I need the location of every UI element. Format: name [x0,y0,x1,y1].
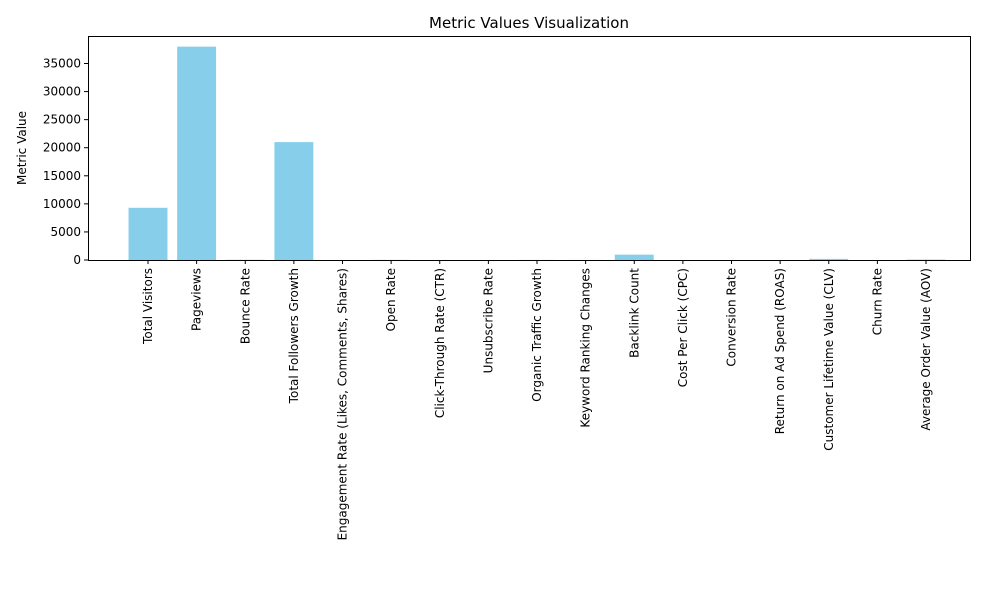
y-tick-label: 20000 [43,141,81,155]
x-tick-label: Customer Lifetime Value (CLV) [822,268,836,451]
y-tick-label: 5000 [50,225,81,239]
x-tick-label: Open Rate [384,268,398,331]
bar-1 [177,46,217,260]
x-axis-ticks: Total Visitors Pageviews Bounce Rate Total … [141,260,933,540]
bars-group [128,46,946,260]
x-tick-label: Total Visitors [141,268,155,345]
x-tick-label: Keyword Ranking Changes [579,268,593,428]
y-axis-ticks: 0 5000 10000 15000 20000 25000 30000 35000 [43,57,88,267]
x-tick-label: Cost Per Click (CPC) [676,268,690,387]
y-axis-label: Metric Value [15,111,29,185]
x-tick-label: Total Followers Growth [287,268,301,404]
y-tick-label: 10000 [43,197,81,211]
x-tick-label: Click-Through Rate (CTR) [433,268,447,418]
y-tick-label: 0 [73,253,81,267]
x-tick-label: Return on Ad Spend (ROAS) [773,268,787,434]
bar-10 [614,254,654,260]
x-tick-label: Churn Rate [870,268,884,335]
x-tick-label: Conversion Rate [725,268,739,367]
x-tick-label: Bounce Rate [238,268,252,344]
x-tick-label: Backlink Count [627,268,641,358]
x-tick-label: Organic Traffic Growth [530,268,544,402]
y-tick-label: 35000 [43,57,81,71]
y-tick-label: 30000 [43,85,81,99]
bar-3 [274,142,314,260]
bar-0 [128,207,168,260]
x-tick-label: Unsubscribe Rate [481,268,495,373]
bar-14 [809,258,849,260]
x-tick-label: Pageviews [190,268,204,331]
chart-title: Metric Values Visualization [429,14,629,32]
x-tick-label: Average Order Value (AOV) [919,268,933,431]
y-tick-label: 25000 [43,113,81,127]
y-tick-label: 15000 [43,169,81,183]
x-tick-label: Engagement Rate (Likes, Comments, Shares… [336,268,350,540]
plot-frame [88,36,971,261]
